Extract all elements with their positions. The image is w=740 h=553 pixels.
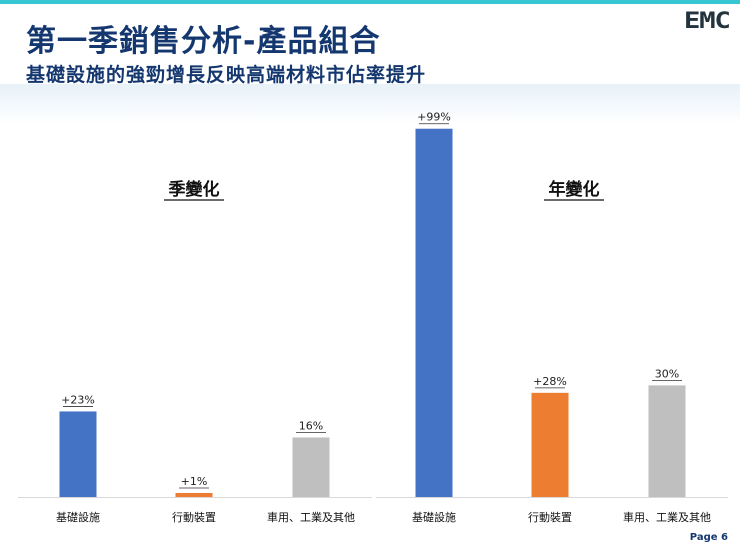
yoy-bar-2 bbox=[531, 392, 569, 497]
qoq-category-label-1: 基礎設施 bbox=[56, 510, 100, 524]
page-number: Page 6 bbox=[689, 532, 728, 543]
qoq-data-label-2: +1% bbox=[181, 475, 208, 488]
qoq-category-label-3: 車用、工業及其他 bbox=[267, 510, 355, 524]
qoq-category-label-2: 行動裝置 bbox=[172, 510, 216, 524]
yoy-category-label-1: 基礎設施 bbox=[412, 510, 456, 524]
qoq-bar-2 bbox=[175, 493, 213, 497]
emc-logo: EMC bbox=[684, 9, 731, 34]
top-accent-bar bbox=[0, 0, 740, 4]
qoq-bar-1 bbox=[59, 411, 97, 497]
qoq-chart-title: 季變化 bbox=[169, 179, 220, 200]
yoy-data-label-3: 30% bbox=[655, 367, 679, 380]
qoq-bar-3 bbox=[292, 437, 330, 497]
qoq-data-label-3: 16% bbox=[299, 419, 323, 432]
yoy-chart-title: 年變化 bbox=[549, 179, 600, 200]
yoy-bar-1 bbox=[415, 128, 453, 497]
yoy-data-label-1: +99% bbox=[417, 111, 451, 124]
qoq-data-label-1: +23% bbox=[61, 393, 95, 406]
yoy-data-label-2: +28% bbox=[533, 375, 567, 388]
page-title: 第一季銷售分析-產品組合 bbox=[26, 24, 381, 59]
yoy-category-label-3: 車用、工業及其他 bbox=[623, 510, 711, 524]
yoy-category-label-2: 行動裝置 bbox=[528, 510, 572, 524]
yoy-bar-3 bbox=[648, 385, 686, 497]
page-subtitle: 基礎設施的強勁增長反映高端材料市佔率提升 bbox=[26, 64, 427, 86]
header-gradient-band bbox=[0, 84, 740, 124]
